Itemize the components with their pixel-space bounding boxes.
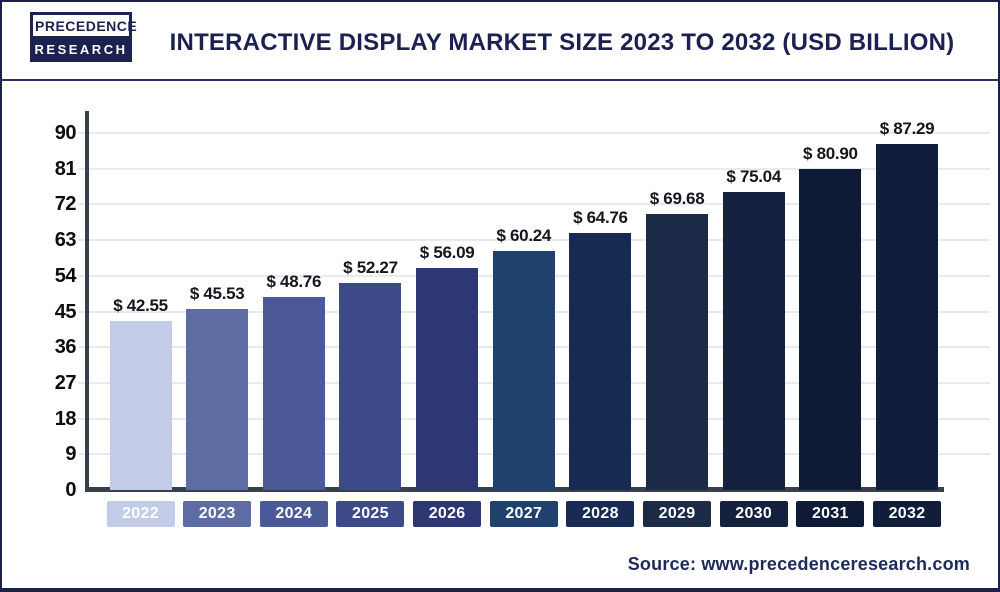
y-tick-label-45: 45 bbox=[54, 300, 77, 323]
bar-value-2031: $ 80.90 bbox=[803, 144, 858, 164]
y-tick-label-90: 90 bbox=[54, 122, 77, 144]
source-attribution: Source: www.precedenceresearch.com bbox=[627, 554, 970, 574]
bar-value-2032: $ 87.29 bbox=[879, 118, 935, 138]
x-label-2030: 2030 bbox=[719, 501, 788, 527]
x-label-2029: 2029 bbox=[643, 501, 712, 527]
bar-2022 bbox=[109, 321, 172, 490]
bar-2025 bbox=[339, 282, 402, 490]
y-tick-label-9: 9 bbox=[65, 443, 76, 466]
bar-chart: 0 9 18 27 36 45 54 63 72 81 90 $ 42.55 2022 $ 45.53 20… bbox=[2, 81, 998, 550]
bar-value-2029: $ 69.68 bbox=[649, 188, 705, 208]
bar-value-2028: $ 64.76 bbox=[573, 208, 628, 228]
x-label-2032: 2032 bbox=[873, 501, 941, 527]
logo-line-precedence: PRECEDENCE bbox=[30, 12, 137, 39]
bar-2030 bbox=[722, 192, 785, 490]
x-label-2028: 2028 bbox=[566, 501, 635, 527]
bar-2023 bbox=[186, 309, 249, 490]
bar-value-2023: $ 45.53 bbox=[189, 284, 245, 304]
bar-value-2030: $ 75.04 bbox=[726, 167, 781, 187]
logo-line-research: RESEARCH bbox=[30, 38, 132, 62]
header-divider bbox=[2, 79, 998, 81]
bar-2028 bbox=[569, 233, 632, 490]
y-tick-label-72: 72 bbox=[54, 193, 77, 216]
y-tick-label-0: 0 bbox=[65, 479, 76, 501]
x-label-2026: 2026 bbox=[413, 501, 482, 527]
y-tick-label-18: 18 bbox=[54, 407, 77, 430]
bar-2032 bbox=[876, 143, 938, 490]
bar-value-2022: $ 42.55 bbox=[113, 296, 168, 316]
bar-2026 bbox=[416, 267, 479, 490]
bar-2031 bbox=[799, 169, 862, 490]
x-label-2025: 2025 bbox=[336, 501, 405, 527]
chart-title: INTERACTIVE DISPLAY MARKET SIZE 2023 TO … bbox=[169, 29, 955, 56]
bar-2027 bbox=[492, 251, 555, 490]
x-label-2024: 2024 bbox=[259, 501, 328, 527]
y-tick-label-54: 54 bbox=[54, 264, 77, 287]
bar-value-2025: $ 52.27 bbox=[343, 257, 398, 277]
gridline-81 bbox=[78, 167, 990, 170]
y-tick-label-36: 36 bbox=[54, 336, 77, 359]
x-label-2027: 2027 bbox=[489, 501, 558, 527]
bar-2024 bbox=[262, 296, 325, 490]
gridline-72 bbox=[78, 203, 990, 206]
bar-value-2024: $ 48.76 bbox=[266, 271, 322, 291]
bar-value-2027: $ 60.24 bbox=[496, 226, 552, 246]
precedence-research-logo: PRECEDENCE RESEARCH bbox=[30, 12, 137, 62]
y-tick-label-81: 81 bbox=[54, 157, 77, 180]
x-label-2023: 2023 bbox=[183, 501, 252, 527]
gridline-90 bbox=[78, 132, 990, 134]
bar-value-2026: $ 56.09 bbox=[419, 242, 475, 262]
gridline-63 bbox=[78, 239, 990, 242]
y-tick-label-63: 63 bbox=[54, 229, 77, 252]
x-label-2031: 2031 bbox=[796, 501, 865, 527]
y-axis-line bbox=[85, 111, 89, 490]
y-tick-label-27: 27 bbox=[54, 371, 77, 394]
header: PRECEDENCE RESEARCH INTERACTIVE DISPLAY … bbox=[2, 2, 998, 79]
x-label-2022: 2022 bbox=[106, 501, 175, 527]
bar-2029 bbox=[646, 213, 709, 490]
